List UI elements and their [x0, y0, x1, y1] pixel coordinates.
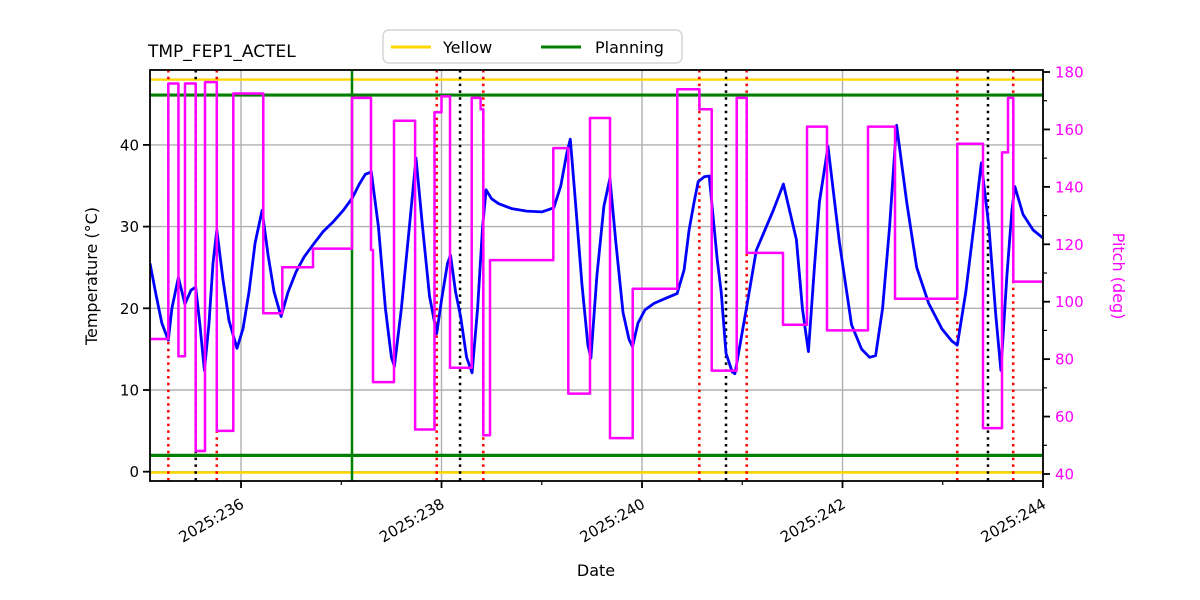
y-left-tick-label: 30	[120, 218, 139, 236]
legend-label-planning: Planning	[595, 38, 664, 57]
x-tick-label: 2025:240	[577, 495, 648, 547]
x-axis-label: Date	[577, 561, 615, 580]
x-tick-label: 2025:236	[176, 495, 247, 547]
legend: Yellow Planning	[382, 29, 683, 64]
y-axis-label-left: Temperature (°C)	[82, 207, 101, 346]
series-layer	[150, 70, 1043, 481]
y-left-tick-label: 40	[120, 136, 139, 154]
chart-title: TMP_FEP1_ACTEL	[147, 42, 296, 62]
y-right-tick-label: 80	[1055, 351, 1074, 369]
y-axis-label-right: Pitch (deg)	[1109, 233, 1128, 320]
y-right-tick-label: 100	[1055, 293, 1084, 311]
x-tick-label: 2025:238	[376, 495, 447, 547]
x-tick-label: 2025:242	[777, 495, 848, 547]
legend-frame	[382, 29, 683, 64]
x-tick-label: 2025:244	[978, 495, 1049, 547]
y-right-tick-label: 160	[1055, 121, 1084, 139]
plot-layers: 0 10 20 30 40 40 60 80 100 120 140 160 180 2025:236 20…	[120, 64, 1084, 547]
y-right-tick-label: 180	[1055, 64, 1084, 82]
y-left-tick-label: 20	[120, 300, 139, 318]
y-left-tick-label: 10	[120, 381, 139, 399]
y-right-tick-label: 40	[1055, 465, 1074, 483]
legend-label-yellow: Yellow	[442, 38, 492, 57]
pitch-series	[150, 80, 1043, 453]
ticks	[143, 71, 1050, 488]
y-right-tick-label: 140	[1055, 178, 1084, 196]
y-right-tick-label: 120	[1055, 236, 1084, 254]
axes-spines	[149, 69, 1044, 482]
y-left-tick-label: 0	[129, 463, 139, 481]
temperature-series	[150, 123, 1043, 376]
y-right-tick-label: 60	[1055, 408, 1074, 426]
